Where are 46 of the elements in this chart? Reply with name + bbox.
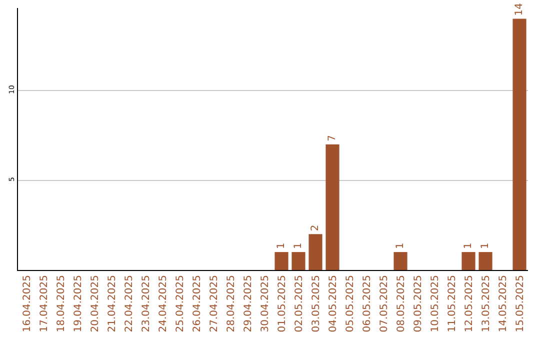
- bar: [394, 252, 408, 270]
- x-tick-label: 30.04.2025: [260, 275, 271, 332]
- bar: [274, 252, 288, 270]
- bar: [512, 18, 526, 270]
- bar: [292, 252, 306, 270]
- x-tick-label: 15.05.2025: [514, 275, 526, 332]
- x-tick-label: 05.05.2025: [344, 275, 356, 332]
- bar: [462, 252, 476, 270]
- x-tick-label: 06.05.2025: [362, 275, 373, 332]
- x-tick-label: 12.05.2025: [464, 275, 475, 332]
- x-tick-label: 29.04.2025: [242, 275, 254, 332]
- x-tick-label: 10.05.2025: [430, 275, 441, 332]
- x-tick-label: 18.04.2025: [56, 275, 67, 332]
- data-label: 1: [463, 242, 474, 250]
- bar: [326, 144, 340, 270]
- x-tick-label: 17.04.2025: [38, 275, 50, 332]
- x-tick-label: 28.04.2025: [226, 275, 237, 332]
- x-tick-label: 20.04.2025: [90, 275, 101, 332]
- data-label: 1: [276, 242, 287, 250]
- x-tick-label: 27.04.2025: [208, 275, 220, 332]
- x-tick-label: 21.04.2025: [106, 275, 118, 332]
- bar: [308, 234, 322, 270]
- x-tick-label: 22.04.2025: [124, 275, 135, 332]
- x-tick-label: 08.05.2025: [396, 275, 407, 332]
- data-label: 14: [514, 3, 525, 16]
- x-tick-label: 13.05.2025: [480, 275, 492, 332]
- data-label: 1: [395, 242, 406, 250]
- x-tick-label: 23.04.2025: [140, 275, 152, 332]
- data-label: 2: [310, 224, 321, 232]
- bar: [478, 252, 492, 270]
- data-label: 7: [327, 135, 338, 142]
- x-tick-label: 25.04.2025: [174, 275, 186, 332]
- data-label: 1: [293, 242, 304, 250]
- x-tick-label: 01.05.2025: [276, 275, 288, 332]
- data-label: 1: [480, 242, 491, 250]
- x-tick-label: 04.05.2025: [328, 275, 339, 332]
- x-tick-label: 19.04.2025: [72, 275, 84, 332]
- x-tick-label: 26.04.2025: [192, 275, 203, 332]
- x-tick-label: 09.05.2025: [412, 275, 424, 332]
- x-tick-label: 24.04.2025: [158, 275, 169, 332]
- x-tick-label: 03.05.2025: [310, 275, 322, 332]
- x-tick-label: 02.05.2025: [294, 275, 305, 332]
- x-tick-label: 14.05.2025: [498, 275, 509, 332]
- x-tick-label: 07.05.2025: [378, 275, 390, 332]
- x-tick-label: 16.04.2025: [22, 275, 33, 332]
- x-tick-label: 11.05.2025: [446, 275, 458, 332]
